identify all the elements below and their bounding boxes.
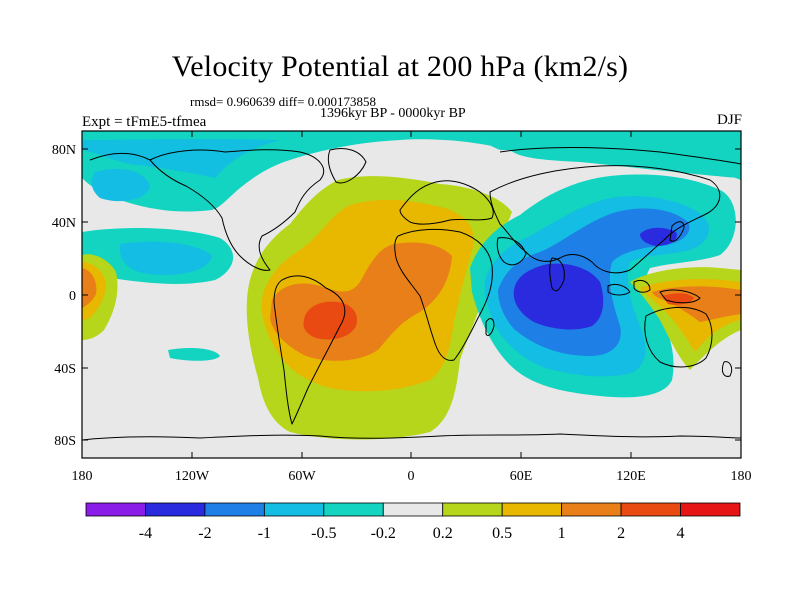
japan-coast: [669, 221, 685, 242]
x-tick-label: 120W: [175, 469, 210, 484]
x-tick-label: 120E: [616, 469, 646, 484]
new-zealand-coast: [721, 361, 733, 377]
colorbar-label: -2: [198, 525, 211, 542]
colorbar-label: -0.2: [371, 525, 396, 542]
x-tick-label: 0: [408, 469, 415, 484]
north-america-coast: [149, 149, 325, 271]
siberia-coast: [499, 147, 741, 165]
x-tick-label: 60E: [510, 469, 533, 484]
x-tick-label: 180: [72, 469, 93, 484]
colorbar-swatch: [382, 502, 444, 517]
period-label: 1396kyr BP - 0000kyr BP: [320, 106, 466, 121]
darkblue-min-indian-ocean: [513, 263, 604, 330]
antarctica-coast: [82, 433, 741, 441]
light-blue-arctic: [82, 139, 280, 178]
india-coast: [549, 257, 565, 292]
madagascar-coast: [485, 318, 495, 337]
experiment-label: Expt = tFmE5-tfmea: [82, 114, 207, 130]
colorbar-swatch: [620, 502, 681, 517]
australia-coast: [644, 306, 713, 368]
colorbar-label: -4: [139, 525, 152, 542]
borneo-coast: [633, 279, 651, 293]
chart-title: Velocity Potential at 200 hPa (km2/s): [171, 50, 629, 83]
colorbar-label: -0.5: [311, 525, 336, 542]
colorbar-swatch: [561, 502, 622, 517]
colorbar-swatch: [204, 502, 265, 517]
colorbar: -4 -2 -1 -0.5 -0.2 0.2 0.5 1 2 4: [85, 502, 741, 542]
x-tick-marks: [81, 131, 742, 458]
colorbar-swatch: [263, 502, 325, 517]
y-tick-label: 80S: [54, 434, 76, 449]
teal-north-east: [470, 131, 741, 180]
contour-field: [82, 131, 741, 458]
europe-coast: [399, 180, 494, 225]
x-tick-label: 180: [731, 469, 752, 484]
x-tick-labels: 180 120W 60W 0 60E 120E 180: [72, 469, 752, 484]
asia-coast: [489, 165, 721, 274]
y-tick-label: 0: [69, 289, 76, 304]
new-guinea-coast: [659, 289, 701, 304]
arabia-coast: [496, 237, 527, 266]
greenland-coast: [327, 148, 367, 184]
africa-coast: [394, 228, 493, 361]
y-tick-labels: 80N 40N 0 40S 80S: [52, 143, 76, 449]
y-tick-label: 40S: [54, 362, 76, 377]
alaska-coast: [89, 152, 151, 161]
sumatra-coast: [607, 283, 631, 296]
colorbar-label: -1: [258, 525, 271, 542]
colorbar-label: 2: [617, 525, 625, 542]
colorbar-label: 1: [558, 525, 566, 542]
colorbar-swatch: [323, 502, 384, 517]
x-tick-label: 60W: [288, 469, 316, 484]
y-tick-label: 40N: [52, 216, 76, 231]
colorbar-label: 4: [677, 525, 685, 542]
colorbar-swatch: [680, 502, 741, 517]
colorbar-label: 0.2: [433, 525, 453, 542]
red-max-south-america: [303, 301, 358, 340]
colorbar-swatch: [501, 502, 563, 517]
colorbar-swatch: [442, 502, 503, 517]
stats-line: rmsd= 0.960639 diff= 0.000173858: [190, 94, 376, 109]
orange-dateline-west: [82, 268, 97, 308]
south-america-coast: [273, 275, 346, 425]
colorbar-swatch: [145, 502, 206, 517]
y-tick-marks: [82, 148, 741, 441]
colorbar-label: 0.5: [492, 525, 512, 542]
season-label: DJF: [716, 112, 742, 128]
coastlines: [82, 147, 741, 441]
colorbar-swatch: [85, 502, 146, 517]
y-tick-label: 80N: [52, 143, 76, 158]
light-blue-north-pacific: [91, 168, 150, 202]
teal-south-pacific-streak: [168, 348, 220, 361]
darkblue-min-japan: [640, 227, 677, 246]
light-blue-east-pacific: [119, 241, 212, 276]
red-west-pacific: [662, 293, 694, 305]
